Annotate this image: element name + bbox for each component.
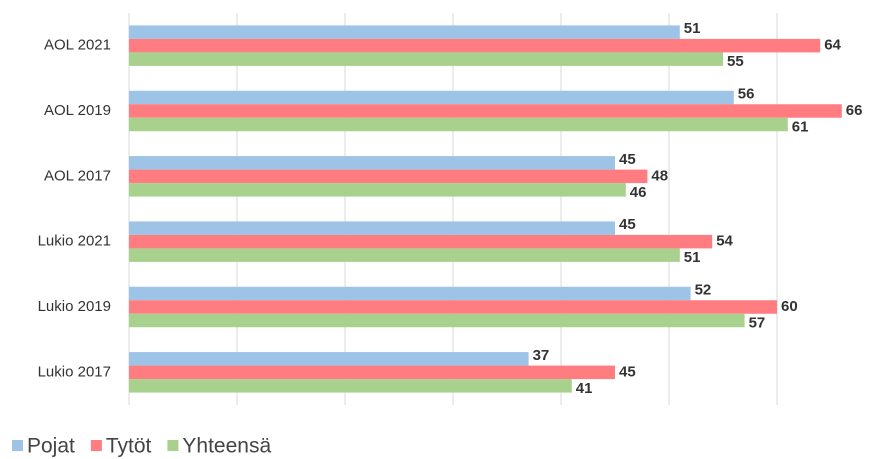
value-label: 51: [684, 20, 701, 37]
value-label: 54: [716, 233, 733, 250]
y-tick-label: AOL 2021: [44, 37, 111, 54]
bar: [129, 183, 626, 197]
bar: [129, 352, 529, 366]
y-tick-label: AOL 2017: [44, 167, 111, 184]
y-tick-label: Lukio 2017: [38, 363, 111, 380]
bar: [129, 169, 648, 184]
legend-swatch: [12, 440, 23, 451]
bar: [129, 248, 680, 262]
value-label: 66: [846, 102, 863, 119]
legend-label: Tytöt: [106, 435, 152, 458]
legend-swatch: [167, 440, 179, 451]
bar: [129, 104, 842, 118]
y-tick-label: Lukio 2019: [38, 298, 111, 315]
value-label: 57: [749, 314, 766, 331]
value-label: 52: [695, 281, 712, 298]
legend-label: Pojat: [27, 435, 75, 458]
legend-label: Yhteensä: [182, 435, 271, 458]
value-label: 46: [630, 184, 647, 201]
value-label: 56: [738, 85, 755, 102]
value-label: 64: [824, 37, 841, 54]
value-label: 55: [727, 53, 744, 70]
bar: [129, 52, 723, 66]
bar: [129, 38, 821, 53]
legend-swatch: [90, 440, 102, 451]
bar: [129, 234, 713, 249]
bar: [129, 379, 572, 393]
bar: [129, 300, 777, 314]
y-tick-label: Lukio 2021: [38, 233, 111, 250]
bar: [129, 25, 680, 39]
value-label: 48: [651, 167, 668, 184]
y-tick-label: AOL 2019: [44, 102, 111, 119]
value-label: 61: [792, 118, 809, 135]
bar: [129, 156, 615, 170]
bar: [129, 90, 734, 105]
value-label: 45: [619, 216, 636, 233]
bar: [129, 221, 615, 235]
value-label: 45: [619, 363, 636, 380]
value-label: 60: [781, 298, 798, 315]
bar: [129, 286, 691, 301]
bar: [129, 117, 788, 132]
value-label: 51: [684, 249, 701, 266]
bar: [129, 365, 615, 380]
bar: [129, 313, 745, 328]
value-label: 41: [576, 380, 593, 397]
value-label: 45: [619, 151, 636, 168]
value-label: 37: [533, 347, 550, 364]
